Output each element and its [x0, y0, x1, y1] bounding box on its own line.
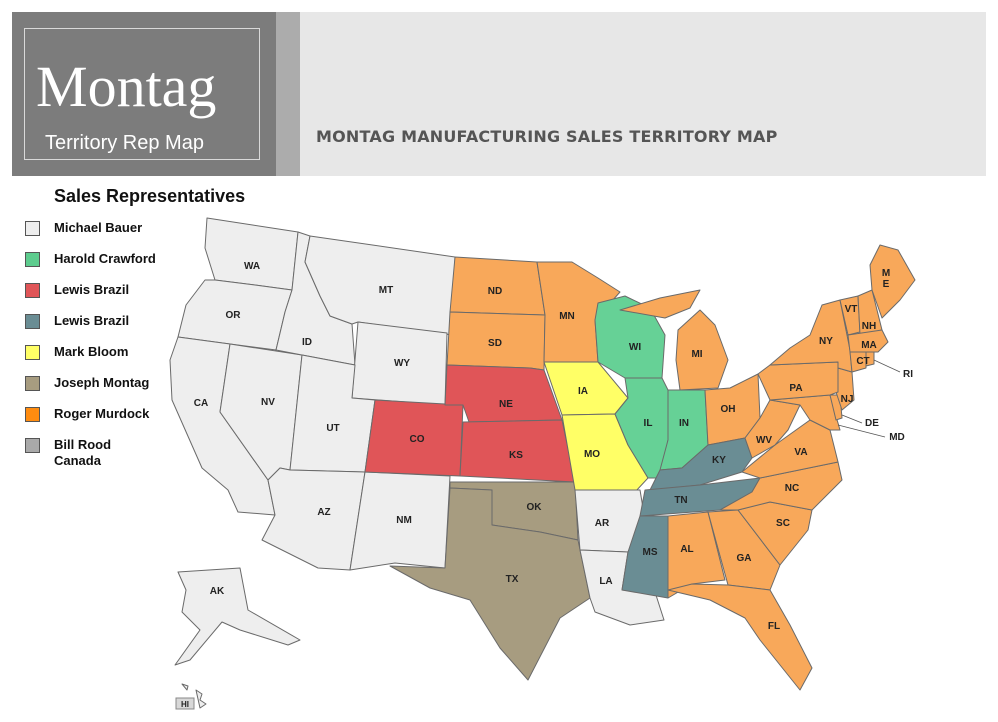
label-HI: HI	[181, 700, 189, 709]
label-VT: VT	[845, 304, 858, 315]
label-NC: NC	[785, 483, 799, 494]
label-TN: TN	[674, 495, 687, 506]
label-NJ: NJ	[841, 394, 854, 405]
label-WA: WA	[244, 261, 260, 272]
state-AZ[interactable]	[262, 468, 365, 570]
label-MN: MN	[559, 311, 575, 322]
label-FL: FL	[768, 621, 780, 632]
label-WY: WY	[394, 358, 410, 369]
label-UT: UT	[326, 423, 339, 434]
label-NE: NE	[499, 399, 513, 410]
label-AL: AL	[680, 544, 693, 555]
label-MA: MA	[861, 340, 877, 351]
label-RI: RI	[903, 369, 913, 380]
label-KY: KY	[712, 455, 726, 466]
label-NM: NM	[396, 515, 412, 526]
label-MD: MD	[889, 432, 905, 443]
label-SD: SD	[488, 338, 502, 349]
label-NV: NV	[261, 397, 275, 408]
state-PA[interactable]	[758, 362, 838, 400]
label-AR: AR	[595, 518, 610, 529]
label-KS: KS	[509, 450, 523, 461]
label-NY: NY	[819, 336, 833, 347]
label-MS: MS	[643, 547, 658, 558]
label-LA: LA	[599, 576, 612, 587]
label-AK: AK	[210, 586, 225, 597]
label-OR: OR	[226, 310, 242, 321]
label-OK: OK	[527, 502, 543, 513]
label-NH: NH	[862, 321, 876, 332]
label-MI: MI	[691, 349, 702, 360]
label-VA: VA	[794, 447, 807, 458]
label-ND: ND	[488, 286, 502, 297]
label-AZ: AZ	[317, 507, 330, 518]
label-CA: CA	[194, 398, 208, 409]
label-MO: MO	[584, 449, 600, 460]
state-FL[interactable]	[668, 584, 812, 690]
label-SC: SC	[776, 518, 790, 529]
label-PA: PA	[789, 383, 802, 394]
state-NY[interactable]	[770, 300, 852, 372]
label-OH: OH	[721, 404, 736, 415]
label-WI: WI	[629, 342, 641, 353]
label-ID: ID	[302, 337, 312, 348]
label-CT: CT	[856, 356, 869, 367]
label-IL: IL	[644, 418, 653, 429]
state-WA[interactable]	[205, 218, 298, 290]
label-GA: GA	[737, 553, 752, 564]
label-CO: CO	[410, 434, 425, 445]
label-TX: TX	[506, 574, 519, 585]
leader-DE	[842, 415, 862, 423]
leader-RI	[874, 360, 900, 372]
state-AK[interactable]	[175, 568, 300, 665]
label-IA: IA	[578, 386, 588, 397]
label-MT: MT	[379, 285, 393, 296]
label-WV: WV	[756, 435, 772, 446]
label-DE: DE	[865, 418, 879, 429]
label-IN: IN	[679, 418, 689, 429]
